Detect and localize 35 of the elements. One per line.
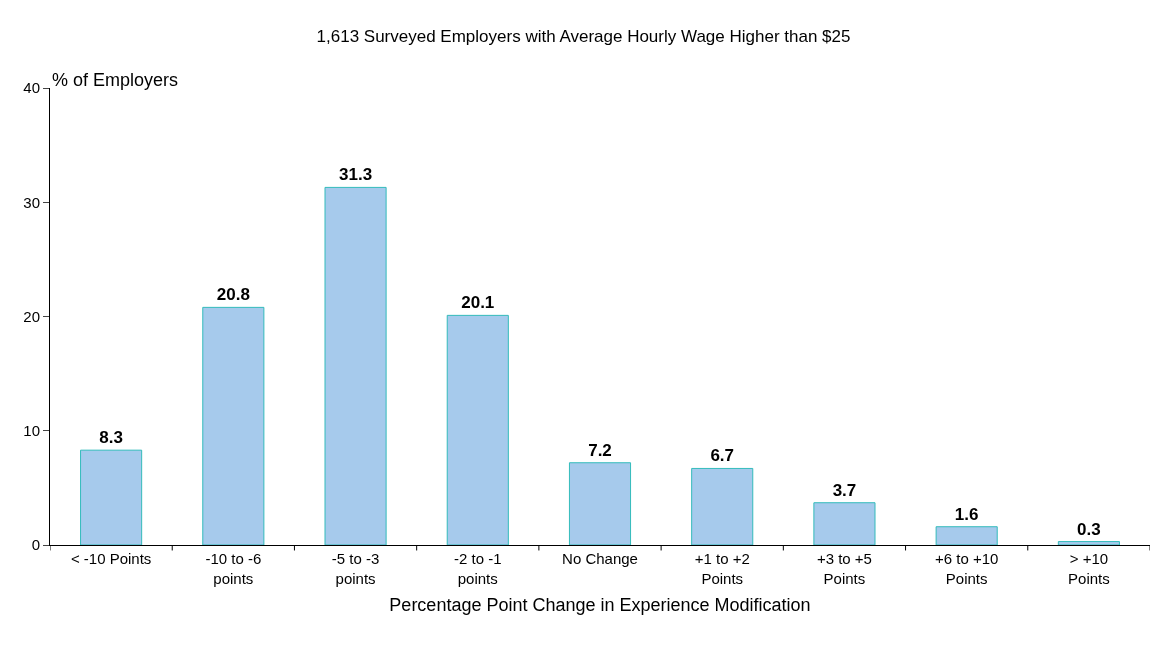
x-axis-title: Percentage Point Change in Experience Modification <box>389 594 811 615</box>
x-tick-label: +6 to +10 Points <box>934 550 999 587</box>
y-tick-label: 10 <box>23 422 40 439</box>
y-tick-label: 30 <box>23 193 40 211</box>
data-label: 7.2 <box>588 440 612 460</box>
bar <box>324 186 387 545</box>
x-tick-label: -10 to -6 points <box>205 550 262 587</box>
data-label: 0.3 <box>1077 519 1101 539</box>
x-tick-label: < -10 Points <box>70 550 152 567</box>
y-tick-label: 0 <box>31 536 40 554</box>
x-tick-label: +3 to +5 Points <box>816 550 872 587</box>
y-tick-label: 40 <box>23 79 40 97</box>
x-tick-label: +1 to +2 Points <box>694 550 750 587</box>
data-label: 1.6 <box>954 504 979 524</box>
x-tick-label: -2 to -1 points <box>454 550 502 587</box>
bar <box>1057 541 1120 545</box>
y-axis-title: % of Employers <box>52 70 179 90</box>
y-tick-label: 20 <box>23 307 40 325</box>
bar <box>935 526 998 545</box>
data-label: 20.8 <box>216 285 250 305</box>
bar <box>80 449 143 545</box>
bar <box>202 306 265 545</box>
data-label: 3.7 <box>832 480 857 500</box>
data-label: 6.7 <box>710 446 735 466</box>
x-tick-label: No Change <box>562 550 638 567</box>
bar <box>568 462 632 545</box>
bar <box>813 502 876 545</box>
x-tick-label: -5 to -3 points <box>331 550 380 587</box>
data-label: 20.1 <box>461 293 495 313</box>
data-label: 8.3 <box>99 428 123 448</box>
x-tick-label: > +10 Points <box>1068 550 1110 587</box>
bar <box>691 467 754 545</box>
bar <box>446 314 509 545</box>
data-label: 31.3 <box>339 165 373 185</box>
chart-title: 1,613 Surveyed Employers with Average Hourly Wage Higher than $25 <box>316 26 851 46</box>
